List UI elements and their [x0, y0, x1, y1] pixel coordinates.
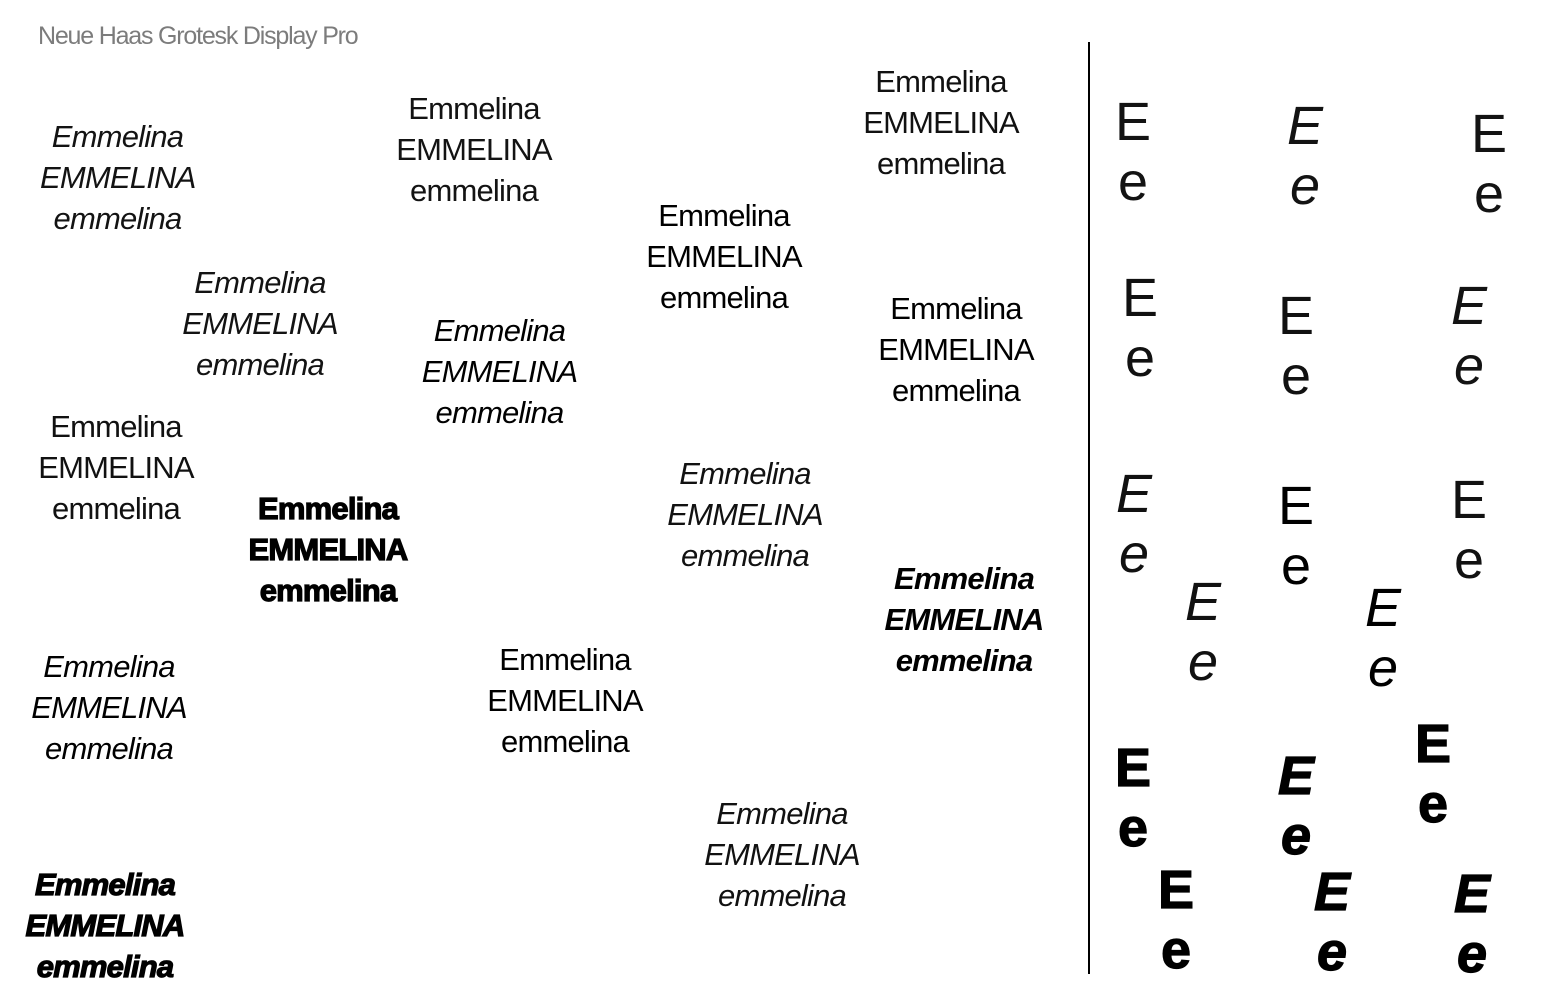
specimen-roman: Emmelina EMMELINA emmelina [646, 198, 802, 315]
specimen-thin: Emmelina EMMELINA emmelina [396, 91, 552, 208]
specimen-light: Emmelina EMMELINA emmelina [863, 64, 1019, 181]
specimen-black: Emmelina EMMELINA emmelina [248, 490, 409, 608]
specimen-medium: Emmelina EMMELINA emmelina [878, 291, 1034, 408]
specimen-black-italic: Emmelina EMMELINA emmelina [25, 866, 186, 984]
page-title: Neue Haas Grotesk Display Pro [38, 22, 359, 50]
specimen-regular: Emmelina EMMELINA emmelina [38, 409, 194, 526]
specimen-italic-2: Emmelina EMMELINA emmelina [704, 796, 860, 913]
specimen-italic: Emmelina EMMELINA emmelina [667, 456, 823, 573]
specimen-medium-italic-2: Emmelina EMMELINA emmelina [31, 649, 187, 766]
specimen-bold-italic: Emmelina EMMELINA emmelina [884, 561, 1045, 678]
specimen-medium-italic: Emmelina EMMELINA emmelina [421, 313, 578, 430]
specimen-light-italic: Emmelina EMMELINA emmelina [182, 265, 338, 382]
specimen-roman-2: Emmelina EMMELINA emmelina [487, 642, 643, 759]
vertical-divider [1088, 42, 1090, 974]
specimen-thin-italic: Emmelina EMMELINA emmelina [40, 119, 196, 236]
